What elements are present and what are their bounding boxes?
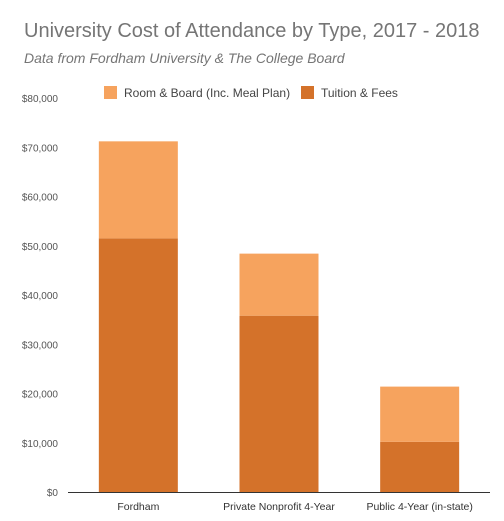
- x-category-label: Fordham: [117, 501, 159, 513]
- y-tick-label: $20,000: [22, 390, 59, 401]
- y-tick-label: $40,000: [22, 291, 59, 302]
- y-tick-label: $60,000: [22, 193, 59, 204]
- chart-subtitle: Data from Fordham University & The Colle…: [24, 50, 345, 66]
- y-tick-label: $80,000: [22, 94, 59, 105]
- chart-title: University Cost of Attendance by Type, 2…: [24, 20, 480, 42]
- bar-tuition-fees-1[interactable]: [239, 315, 319, 492]
- bar-tuition-fees-2[interactable]: [380, 441, 460, 492]
- legend-swatch-room-board: [104, 86, 117, 99]
- y-tick-label: $10,000: [22, 439, 59, 450]
- legend-label-room-board: Room & Board (Inc. Meal Plan): [124, 86, 290, 100]
- bar-tuition-fees-0[interactable]: [98, 238, 178, 492]
- y-tick-label: $30,000: [22, 340, 59, 351]
- bar-room-board-2[interactable]: [380, 386, 460, 442]
- legend-label-tuition-fees: Tuition & Fees: [321, 86, 398, 100]
- x-category-label: Public 4-Year (in-state): [366, 501, 472, 513]
- legend-swatch-tuition-fees: [301, 86, 314, 99]
- y-tick-label: $50,000: [22, 242, 59, 253]
- y-tick-label: $70,000: [22, 143, 59, 154]
- bar-room-board-1[interactable]: [239, 253, 319, 316]
- x-category-label: Private Nonprofit 4-Year: [223, 501, 335, 513]
- bar-room-board-0[interactable]: [98, 141, 178, 239]
- y-tick-label: $0: [47, 488, 59, 499]
